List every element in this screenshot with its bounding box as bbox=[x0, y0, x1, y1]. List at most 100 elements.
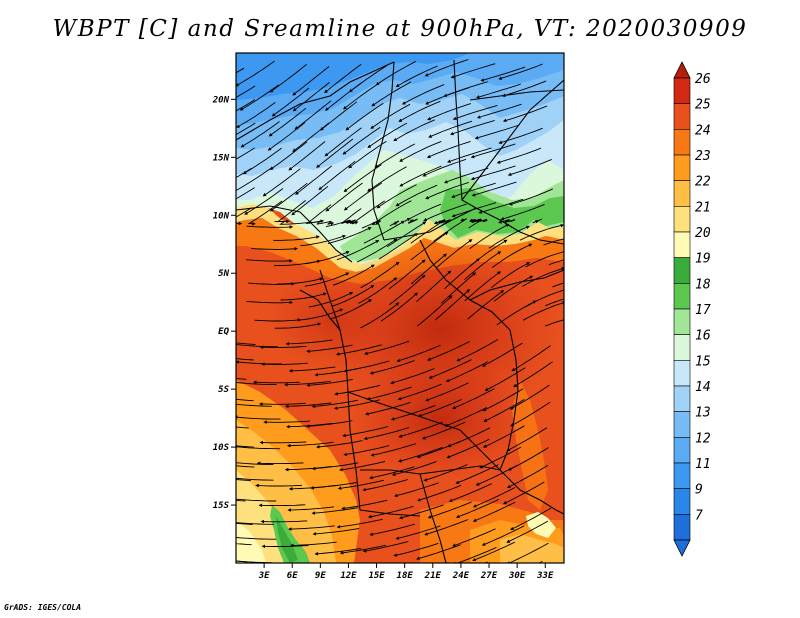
streamline bbox=[362, 479, 409, 492]
streamline bbox=[452, 546, 497, 563]
streamline bbox=[271, 87, 310, 117]
streamline bbox=[510, 401, 551, 427]
streamline bbox=[498, 219, 516, 224]
streamline bbox=[236, 85, 256, 98]
streamline bbox=[236, 187, 255, 200]
streamline bbox=[236, 67, 245, 74]
streamline bbox=[508, 188, 553, 206]
lat-tick-label: 10S bbox=[213, 443, 230, 453]
streamline bbox=[481, 342, 523, 367]
lat-tick-label: 5S bbox=[218, 385, 229, 395]
streamline bbox=[336, 240, 380, 261]
streamline bbox=[452, 388, 495, 410]
streamline bbox=[247, 200, 283, 226]
streamline bbox=[324, 81, 363, 111]
streamline bbox=[370, 443, 416, 457]
streamline bbox=[292, 122, 330, 153]
streamline bbox=[336, 518, 383, 529]
colorbar-swatch bbox=[673, 257, 691, 284]
streamline bbox=[260, 519, 308, 524]
streamline bbox=[435, 239, 473, 269]
streamline bbox=[236, 167, 272, 191]
streamline bbox=[236, 543, 252, 546]
streamline bbox=[417, 295, 453, 327]
streamline bbox=[343, 445, 390, 457]
figure-title: WBPT [C] and Sreamline at 900hPa, VT: 20… bbox=[52, 16, 748, 42]
streamline bbox=[277, 277, 324, 285]
streamline bbox=[351, 200, 386, 225]
streamline bbox=[259, 440, 307, 445]
streamline bbox=[395, 525, 441, 540]
streamline bbox=[236, 415, 281, 420]
colorbar-label: 14 bbox=[695, 380, 711, 395]
streamline bbox=[480, 66, 526, 82]
lon-tick-label: 33E bbox=[536, 571, 554, 581]
colorbar-swatch bbox=[673, 206, 691, 233]
streamline bbox=[316, 440, 363, 449]
streamline bbox=[416, 544, 461, 560]
streamline bbox=[310, 482, 357, 490]
streamline bbox=[502, 105, 548, 123]
streamline bbox=[327, 227, 372, 245]
colorbar-swatch bbox=[673, 360, 691, 387]
streamline bbox=[236, 537, 277, 540]
streamline bbox=[290, 541, 337, 548]
lon-tick-label: 3E bbox=[258, 571, 270, 581]
streamline bbox=[304, 272, 350, 287]
streamline bbox=[544, 298, 564, 307]
streamline bbox=[511, 345, 551, 372]
streamline bbox=[263, 420, 310, 424]
streamline bbox=[506, 520, 549, 543]
streamline bbox=[236, 167, 252, 179]
streamline bbox=[452, 104, 498, 121]
streamline bbox=[434, 289, 471, 321]
streamline bbox=[509, 384, 550, 410]
streamline bbox=[479, 446, 522, 469]
streamline bbox=[391, 461, 437, 477]
streamline bbox=[342, 126, 381, 155]
streamline bbox=[304, 250, 350, 265]
streamline bbox=[490, 262, 531, 289]
streamline bbox=[467, 290, 505, 320]
streamline bbox=[246, 300, 294, 305]
streamline bbox=[236, 499, 246, 502]
streamline bbox=[398, 446, 443, 463]
streamline bbox=[421, 421, 466, 440]
streamline bbox=[424, 519, 469, 536]
streamline bbox=[286, 441, 334, 448]
lat-tick-label: 5N bbox=[218, 269, 229, 279]
colorbar-swatch bbox=[673, 154, 691, 181]
streamline bbox=[426, 140, 471, 159]
streamline bbox=[475, 464, 519, 486]
streamline bbox=[269, 63, 308, 93]
streamline bbox=[446, 438, 490, 459]
streamline bbox=[368, 505, 414, 519]
colorbar-label: 12 bbox=[695, 431, 711, 446]
streamline bbox=[329, 299, 372, 320]
colorbar-swatch bbox=[673, 437, 691, 464]
streamline bbox=[380, 292, 418, 322]
country-boundaries bbox=[236, 59, 564, 563]
colorbar-label: 22 bbox=[695, 175, 711, 190]
streamline bbox=[268, 107, 307, 137]
streamline bbox=[274, 220, 313, 225]
streamline bbox=[410, 220, 445, 244]
streamline bbox=[274, 322, 322, 329]
streamline bbox=[366, 386, 412, 401]
colorbar-label: 15 bbox=[695, 354, 711, 369]
streamline bbox=[236, 207, 252, 226]
streamline bbox=[472, 486, 516, 508]
colorbar-swatch bbox=[673, 231, 691, 258]
streamline bbox=[362, 540, 409, 553]
colorbar-swatch bbox=[673, 308, 691, 335]
streamline bbox=[500, 203, 545, 221]
streamline bbox=[332, 285, 375, 307]
streamline bbox=[267, 122, 306, 151]
streamline bbox=[445, 361, 489, 383]
streamline bbox=[236, 344, 279, 348]
streamline bbox=[390, 404, 436, 421]
streamline bbox=[259, 345, 307, 349]
streamline bbox=[481, 525, 525, 546]
